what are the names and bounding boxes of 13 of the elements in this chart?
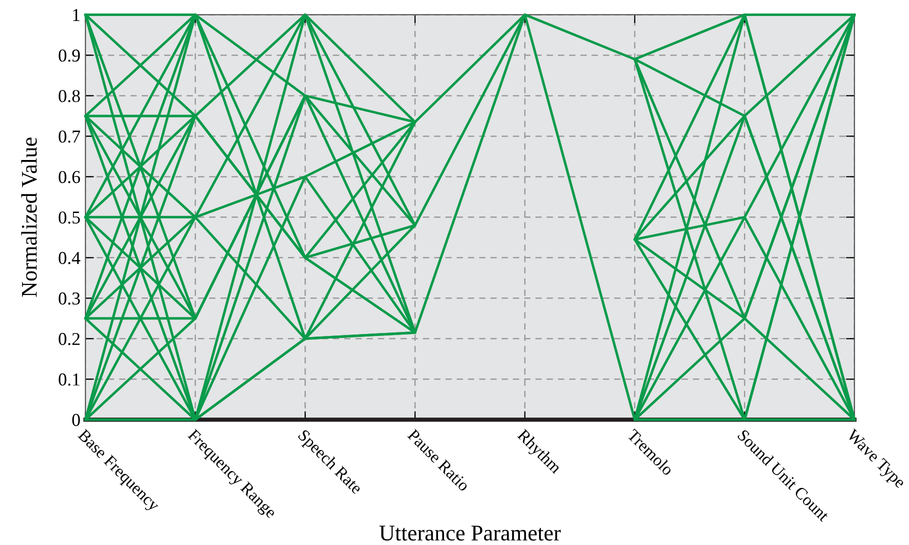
y-tick-label: 0.1 (58, 373, 80, 386)
y-tick-label: 0.9 (58, 49, 80, 62)
y-tick-label: 0.2 (58, 332, 80, 346)
y-tick-label: 1 (73, 9, 80, 21)
y-tick-label: 0.3 (58, 292, 80, 305)
y-tick-label: 0.5 (58, 211, 80, 224)
y-tick-label: 0.6 (58, 170, 80, 184)
y-axis-title: Normalized Value (21, 138, 37, 297)
y-tick-label: 0.4 (58, 252, 80, 264)
x-axis-title: Utterance Parameter (379, 526, 561, 541)
y-tick-label: 0 (72, 414, 80, 426)
y-tick-label: 0.7 (58, 130, 80, 143)
y-tick-label: 0.8 (58, 90, 80, 102)
